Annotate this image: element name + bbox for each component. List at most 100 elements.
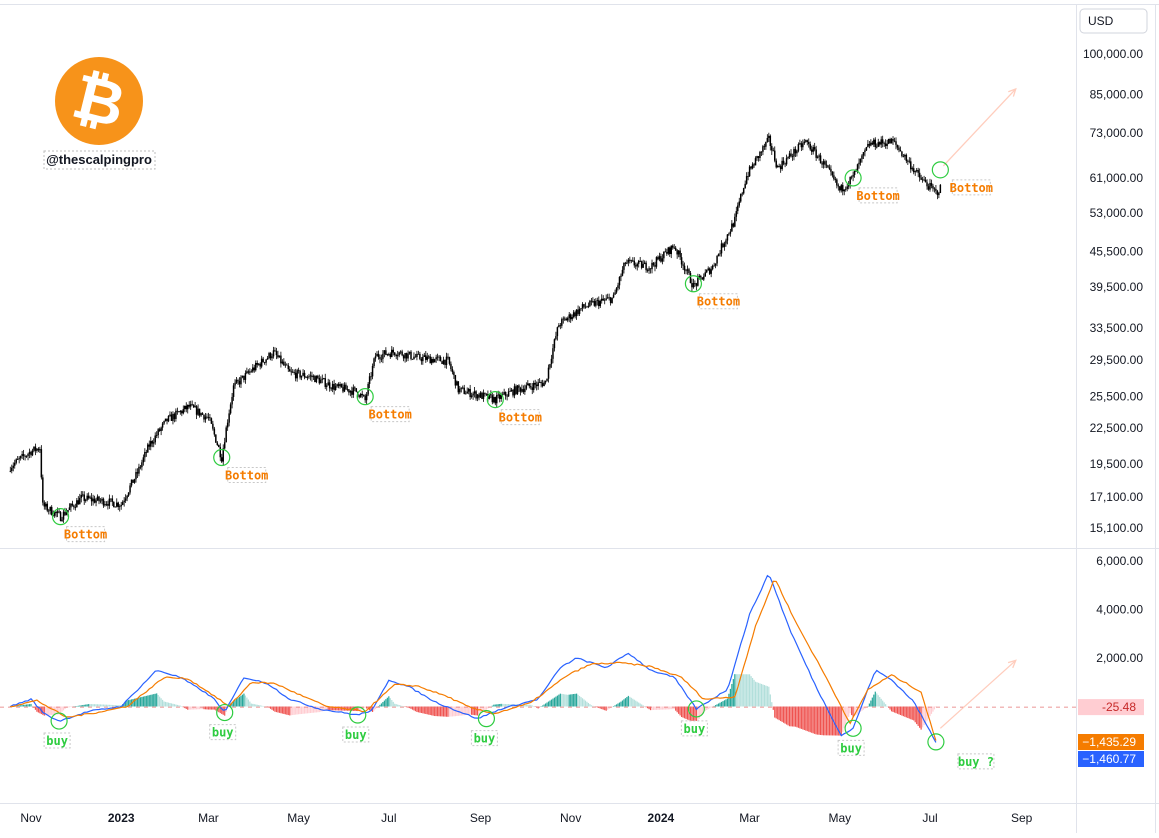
- candle-body: [907, 160, 909, 162]
- candle-body: [351, 390, 353, 395]
- currency-box[interactable]: [1079, 8, 1148, 34]
- buy-label: buy: [345, 728, 367, 742]
- candle-body: [938, 192, 940, 196]
- candle: [64, 507, 66, 516]
- histogram-bar: [429, 706, 431, 716]
- candle-body: [67, 510, 69, 513]
- candle: [481, 391, 483, 400]
- candle: [92, 494, 94, 506]
- candle: [340, 383, 343, 388]
- candle: [55, 511, 57, 518]
- histogram-bar: [159, 696, 161, 707]
- candle-body: [408, 351, 411, 354]
- candle-body: [379, 357, 381, 360]
- candle: [543, 380, 545, 387]
- candle: [111, 495, 114, 506]
- histogram-bar: [558, 694, 560, 707]
- histogram-bar: [173, 704, 176, 707]
- candle: [694, 280, 696, 288]
- candle: [460, 387, 463, 393]
- histogram-bar: [80, 705, 82, 707]
- candle: [773, 146, 776, 163]
- histogram-bar: [808, 706, 810, 732]
- histogram-bar: [74, 706, 76, 707]
- candle: [337, 382, 340, 389]
- candle-body: [393, 352, 396, 355]
- candle: [89, 495, 91, 500]
- histogram-bar: [805, 706, 807, 731]
- candle: [927, 183, 930, 191]
- value-badge-text: −1,435.29: [1082, 735, 1136, 749]
- histogram-bar: [284, 706, 286, 715]
- candle-body: [803, 141, 806, 144]
- price-tick-label: 15,100.00: [1090, 521, 1144, 535]
- candle-body: [324, 378, 326, 387]
- candle: [862, 151, 865, 160]
- value-badge: [1078, 734, 1144, 750]
- candle-body: [793, 148, 795, 157]
- histogram-bar: [317, 706, 319, 713]
- bottom-marker-circle: [844, 169, 862, 187]
- candle-body: [456, 381, 458, 386]
- histogram-bar: [911, 706, 913, 720]
- histogram-bar: [321, 706, 323, 712]
- candle-body: [859, 158, 862, 163]
- time-tick-label: May: [828, 811, 851, 825]
- candle-body: [939, 184, 942, 193]
- candle: [849, 176, 851, 189]
- candle: [853, 170, 856, 178]
- candle: [108, 494, 111, 509]
- bottom-label: Bottom: [856, 189, 899, 203]
- candle-body: [791, 156, 794, 157]
- candle-body: [592, 301, 594, 302]
- histogram-bar: [24, 704, 26, 707]
- histogram-bar: [485, 706, 488, 710]
- candle: [884, 139, 887, 149]
- candle-body: [306, 377, 309, 379]
- candle-body: [450, 363, 452, 370]
- candle-body: [550, 358, 553, 365]
- histogram-bar: [172, 703, 174, 707]
- candle: [914, 170, 916, 176]
- candle: [871, 140, 874, 146]
- candle: [926, 179, 928, 190]
- candle: [96, 494, 99, 502]
- candle: [476, 393, 479, 402]
- histogram-bar: [734, 674, 736, 707]
- histogram-bar: [389, 698, 391, 707]
- currency-label[interactable]: USD: [1088, 14, 1114, 28]
- candle-body: [77, 500, 80, 505]
- candle-body: [589, 300, 591, 306]
- candle-body: [370, 376, 372, 378]
- candle-body: [541, 383, 544, 387]
- candle: [816, 155, 819, 159]
- candle-body: [300, 375, 303, 378]
- candle-body: [71, 503, 74, 506]
- candle-body: [194, 406, 196, 408]
- candle-body: [565, 318, 568, 321]
- candle-body: [578, 308, 581, 314]
- candle-body: [219, 447, 222, 458]
- candle: [697, 273, 699, 287]
- histogram-bar: [655, 706, 658, 710]
- candle-body: [577, 309, 579, 314]
- candle: [419, 351, 421, 361]
- candle-body: [896, 144, 899, 148]
- candle-body: [729, 231, 732, 234]
- candle: [541, 379, 544, 388]
- histogram-bar: [626, 697, 628, 707]
- histogram-bar: [910, 706, 912, 720]
- candle-body: [28, 451, 31, 455]
- histogram-bar: [715, 705, 717, 707]
- candle-body: [15, 459, 17, 463]
- histogram-bar: [144, 696, 146, 707]
- candle: [166, 418, 168, 425]
- bottom-label-box: [370, 406, 410, 423]
- histogram-bar: [632, 698, 634, 707]
- candle-body: [453, 372, 455, 376]
- candle-body: [154, 435, 156, 443]
- histogram-bar: [312, 706, 315, 713]
- candle-body: [796, 150, 798, 154]
